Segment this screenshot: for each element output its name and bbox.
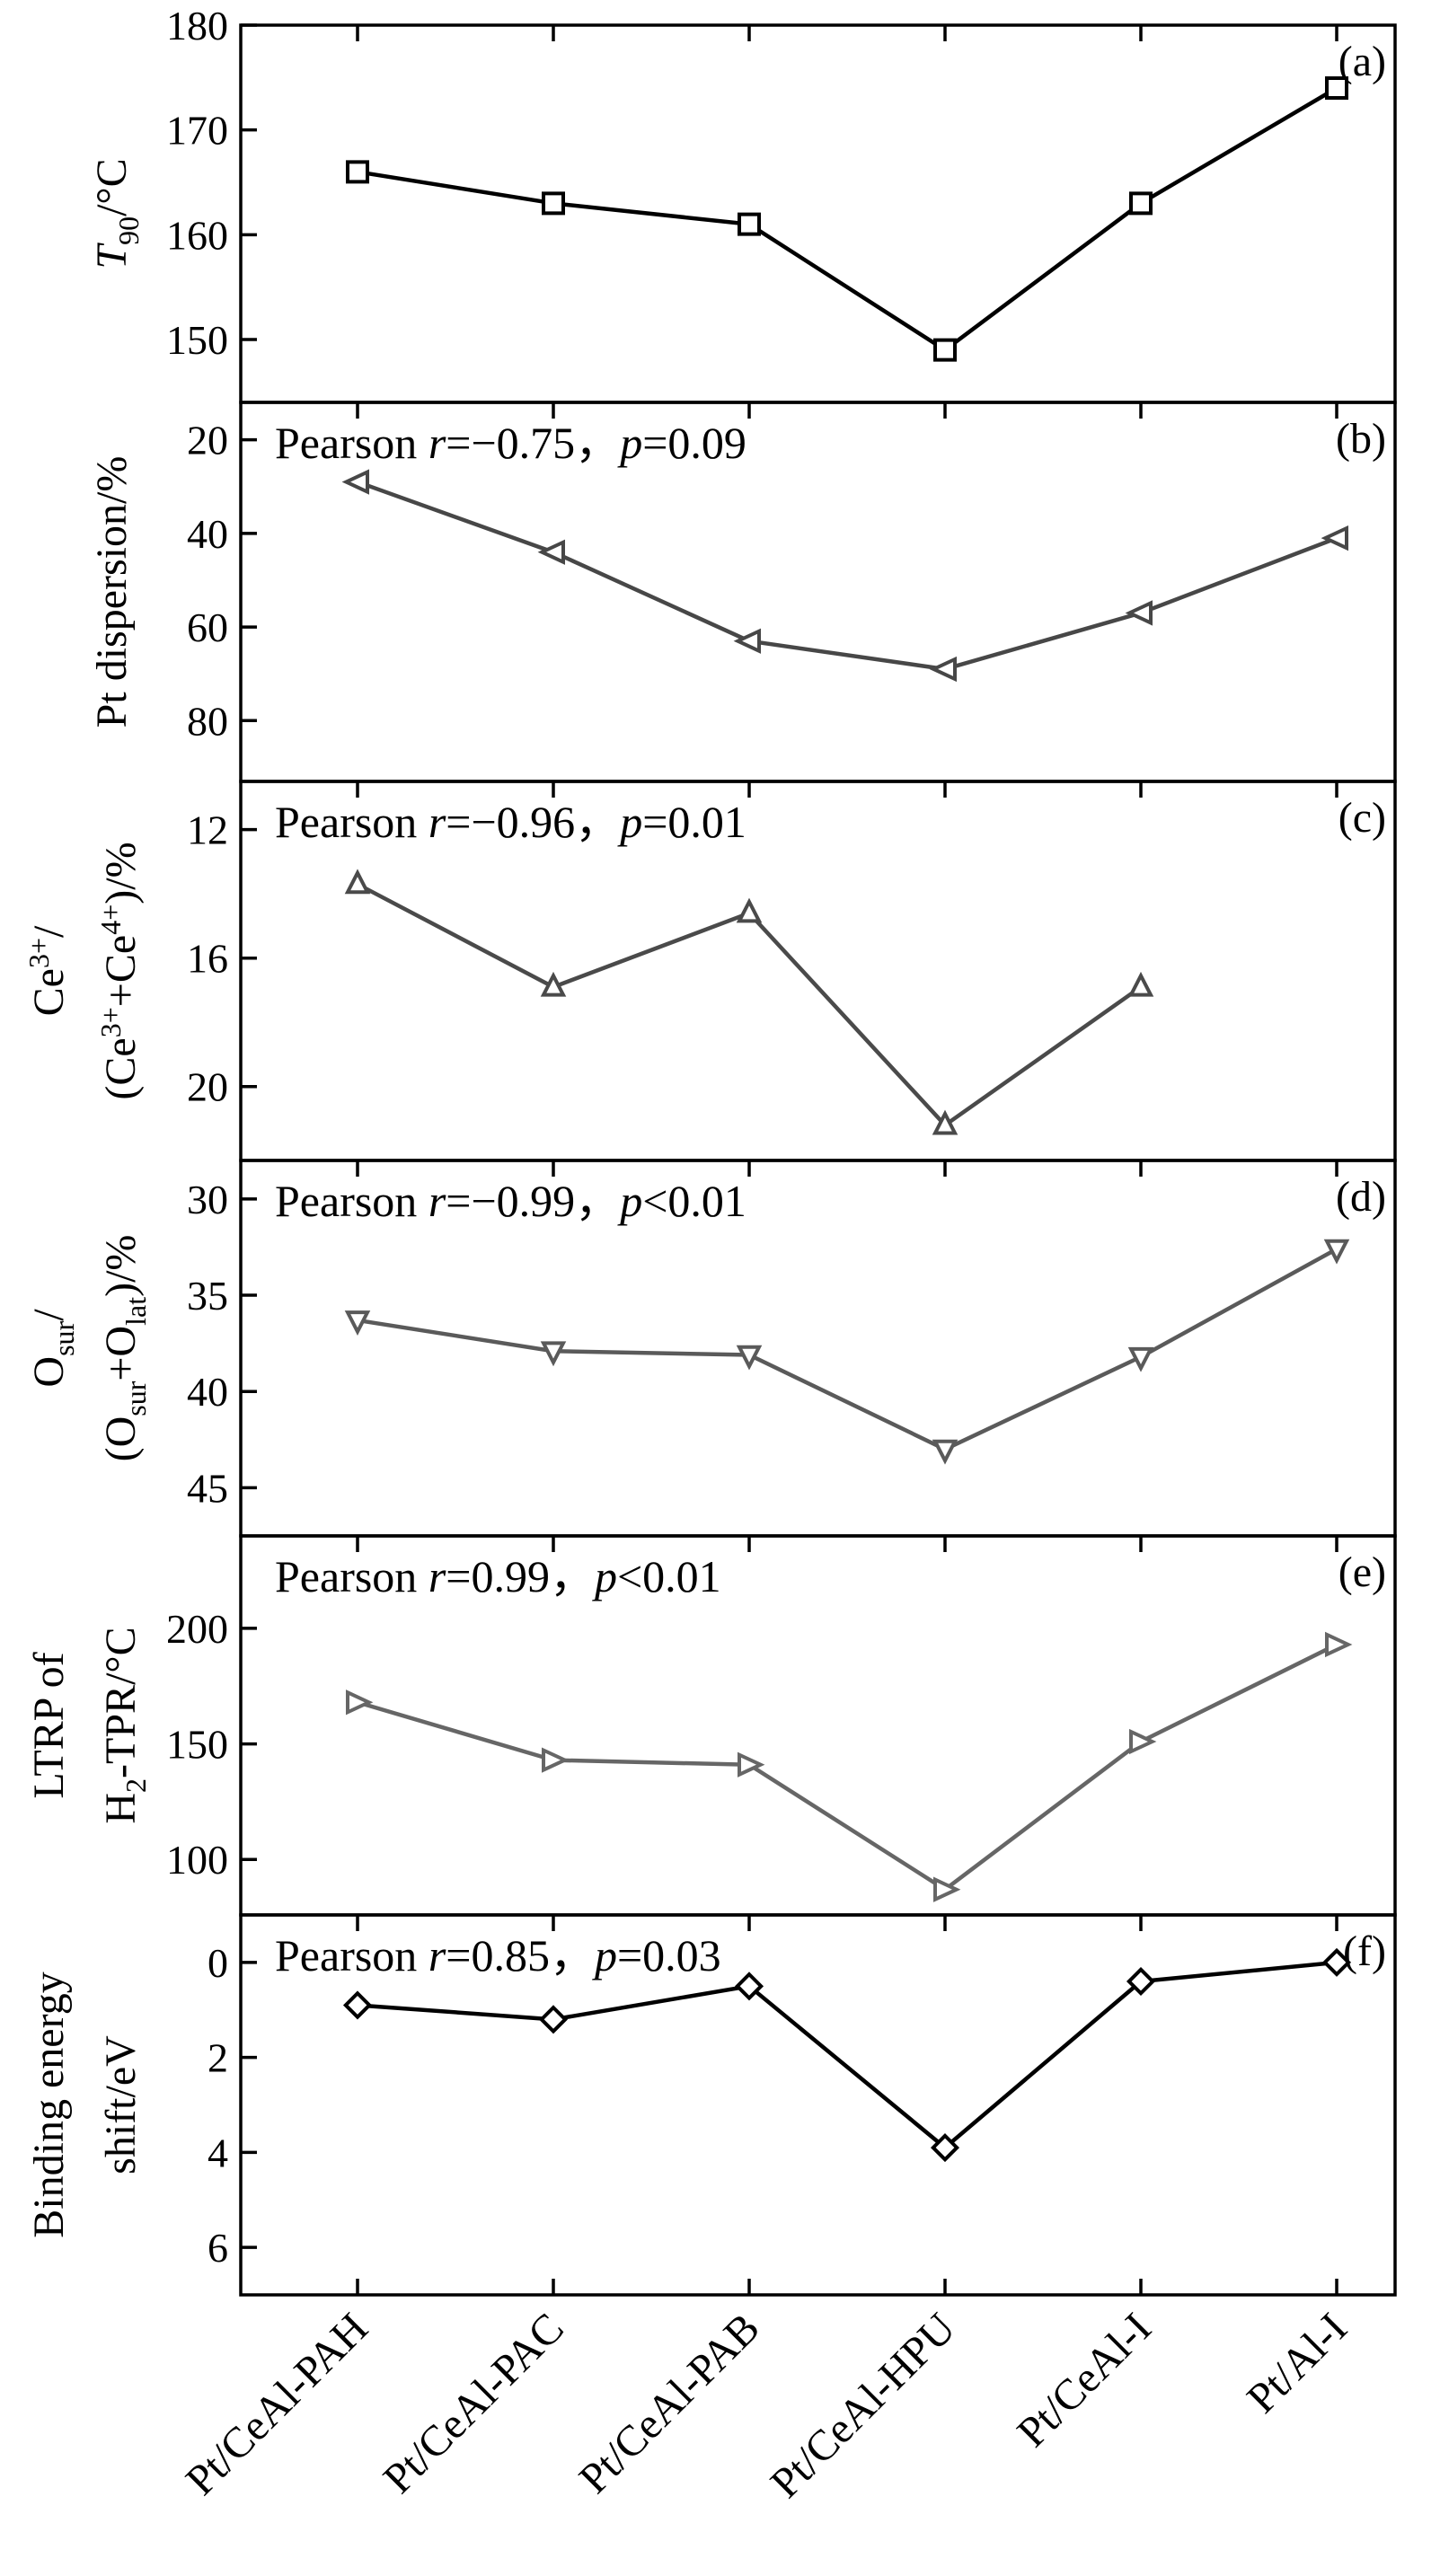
y-axis-label-a: T90/°C <box>88 158 145 269</box>
y-tick-label-b: 20 <box>187 418 228 463</box>
y-tick-label-d: 45 <box>187 1465 228 1511</box>
panel-e: 100 150 200 (e) Pearson r=0.99，p<0.01 LTRP of… <box>25 1534 1397 1917</box>
data-point-c <box>1127 971 1154 997</box>
x-category-label: Pt/CeAl-PAH <box>177 2304 377 2504</box>
data-point-a <box>1325 76 1348 100</box>
y-tick-label-f: 4 <box>208 2130 228 2175</box>
data-point-f <box>1126 1966 1156 1997</box>
pearson-stat-e: Pearson r=0.99，p<0.01 <box>275 1551 721 1601</box>
data-point-c <box>344 869 371 895</box>
panel-d: 30 35 40 45 (d) Pearson r=−0.99，p<0.01 Osur/ (O… <box>25 1159 1397 1538</box>
y-tick-label-e: 150 <box>166 1722 228 1768</box>
panel-f-frame <box>239 1913 1397 2297</box>
y-tick-label-a: 160 <box>166 212 228 258</box>
y-tick-label-a: 150 <box>166 317 228 363</box>
data-point-b <box>929 656 957 683</box>
pearson-stat-d: Pearson r=−0.99，p<0.01 <box>275 1176 747 1226</box>
panel-b: 20 40 60 80 (b) Pearson r=−0.75，p=0.09 Pt disp… <box>88 401 1397 783</box>
y-tick-label-c: 12 <box>187 807 228 853</box>
series-line-f <box>357 1960 1338 2150</box>
data-point-d <box>344 1310 371 1336</box>
y-tick-label-a: 180 <box>166 3 228 49</box>
data-point-f <box>538 2005 569 2034</box>
panel-tag-b: (b) <box>1336 415 1386 463</box>
data-point-d <box>736 1345 763 1371</box>
data-point-e <box>542 1747 570 1773</box>
y-tick-label-e: 200 <box>166 1606 228 1652</box>
series-line-a <box>357 86 1338 352</box>
data-point-f <box>734 1972 764 2001</box>
data-point-b <box>341 469 369 495</box>
data-point-b <box>1321 525 1348 551</box>
data-point-d <box>1323 1239 1350 1265</box>
data-point-b <box>733 628 761 654</box>
data-point-e <box>933 1876 961 1902</box>
y-tick-label-c: 20 <box>187 1064 228 1110</box>
y-tick-label-d: 35 <box>187 1273 228 1319</box>
panel-c: 12 16 20 (c) Pearson r=−0.96，p=0.01 Ce3+/ (Ce3… <box>22 780 1397 1162</box>
data-point-f <box>930 2133 960 2163</box>
panel-tag-c: (c) <box>1338 794 1386 842</box>
data-point-c <box>540 971 567 997</box>
data-point-e <box>1325 1631 1353 1658</box>
x-category-label: Pt/CeAl-I <box>1008 2304 1160 2456</box>
data-point-a <box>542 191 565 216</box>
series-line-b <box>357 480 1338 672</box>
y-tick-label-f: 0 <box>208 1940 228 1986</box>
y-tick-label-f: 2 <box>208 2035 228 2081</box>
data-point-a <box>1129 191 1153 216</box>
series-line-e <box>357 1642 1338 1892</box>
y-tick-label-d: 40 <box>187 1369 228 1415</box>
y-tick-label-e: 100 <box>166 1837 228 1883</box>
data-point-c <box>932 1109 959 1135</box>
data-point-d <box>932 1439 959 1465</box>
panel-a: 150 160 170 180 (a) T90/°C <box>88 3 1397 404</box>
y-axis-label-d: (Osur+Olat)/% <box>97 1235 152 1462</box>
panel-tag-e: (e) <box>1338 1548 1386 1596</box>
y-axis-label-c: Ce3+/ <box>22 925 73 1016</box>
panel-tag-a: (a) <box>1338 38 1386 85</box>
x-category-label: Pt/CeAl-PAC <box>375 2304 573 2502</box>
y-axis-label-e: LTRP of <box>25 1652 73 1798</box>
y-tick-label-b: 80 <box>187 698 228 744</box>
y-axis-label-f: Binding energy <box>25 1972 73 2237</box>
data-point-e <box>346 1689 374 1716</box>
data-point-a <box>933 338 957 362</box>
panel-a-frame <box>239 23 1397 404</box>
y-tick-label-a: 170 <box>166 108 228 154</box>
data-point-b <box>1125 600 1153 626</box>
data-point-a <box>346 160 369 184</box>
y-tick-label-d: 30 <box>187 1177 228 1222</box>
x-category-label: Pt/CeAl-PAB <box>570 2304 769 2502</box>
y-tick-label-f: 6 <box>208 2225 228 2271</box>
data-point-e <box>738 1751 765 1778</box>
data-point-f <box>1321 1947 1352 1977</box>
y-tick-label-c: 16 <box>187 936 228 982</box>
data-point-a <box>738 212 761 236</box>
y-tick-label-b: 60 <box>187 604 228 650</box>
x-category-label: Pt/CeAl-HPU <box>762 2304 965 2507</box>
data-point-c <box>736 897 763 923</box>
y-axis-label-e: H2-TPR/°C <box>97 1627 152 1823</box>
pearson-stat-c: Pearson r=−0.96，p=0.01 <box>275 797 747 847</box>
data-point-d <box>540 1341 567 1367</box>
series-line-d <box>357 1247 1338 1451</box>
y-axis-label-b: Pt dispersion/% <box>88 456 136 728</box>
panel-f: 0 2 4 6 (f) Pearson r=0.85，p=0.03 Binding ener… <box>25 1913 1397 2297</box>
panel-tag-f: (f) <box>1343 1928 1386 1975</box>
pearson-stat-f: Pearson r=0.85，p=0.03 <box>275 1930 721 1981</box>
data-point-e <box>1129 1728 1157 1755</box>
data-point-d <box>1127 1346 1154 1372</box>
panel-tag-d: (d) <box>1336 1173 1386 1221</box>
data-point-b <box>537 539 565 565</box>
y-axis-label-f: shift/eV <box>97 2035 145 2175</box>
x-category-label: Pt/Al-I <box>1238 2304 1356 2422</box>
pearson-stat-b: Pearson r=−0.75，p=0.09 <box>275 418 747 468</box>
data-point-f <box>342 1990 373 2020</box>
y-axis-label-d: Osur/ <box>25 1309 80 1388</box>
y-tick-label-b: 40 <box>187 511 228 557</box>
y-axis-label-c: (Ce3++Ce4+)/% <box>94 842 145 1099</box>
